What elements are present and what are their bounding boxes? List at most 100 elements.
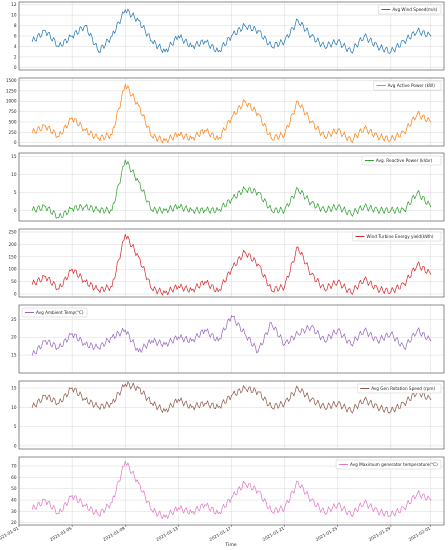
- plot-frame: [18, 1, 445, 71]
- data-point: [323, 406, 325, 408]
- data-point: [390, 514, 392, 516]
- data-point: [323, 340, 325, 342]
- data-point: [151, 509, 153, 511]
- data-point: [284, 402, 286, 404]
- data-point: [310, 399, 312, 401]
- x-tick-label: 2021-01-21: [262, 525, 286, 542]
- chart-panel-7: 20 30 40 50 60 70 Avg Maximum generator temper…: [11, 456, 445, 526]
- data-point: [98, 406, 100, 408]
- legend-label: Avg. Reactive Power (kVar): [376, 158, 433, 163]
- data-point: [164, 51, 166, 53]
- y-tick-label: 0: [14, 443, 17, 448]
- data-point: [390, 333, 392, 335]
- y-tick-label: 50: [11, 486, 17, 491]
- data-point: [231, 497, 232, 499]
- data-point: [270, 289, 272, 291]
- legend-box: [361, 155, 442, 166]
- data-point: [151, 40, 153, 42]
- data-point: [231, 35, 232, 37]
- data-point: [363, 278, 365, 280]
- data-point: [217, 406, 219, 408]
- data-point: [244, 25, 246, 27]
- data-point: [403, 131, 405, 133]
- data-point: [350, 140, 352, 142]
- data-point: [257, 391, 259, 393]
- legend-box: [373, 80, 442, 91]
- y-tick-label: 100: [9, 267, 17, 272]
- y-tick-label: 4: [14, 44, 17, 49]
- data-point: [403, 507, 405, 509]
- data-point: [416, 30, 418, 32]
- data-point: [111, 35, 113, 37]
- x-tick-label: 2021-01-01: [0, 525, 20, 542]
- data-point: [151, 288, 153, 290]
- data-point: [138, 104, 140, 106]
- y-tick-label: 150: [9, 254, 17, 259]
- data-point: [270, 45, 272, 47]
- data-point: [430, 340, 432, 342]
- y-tick-label: 1250: [6, 88, 17, 93]
- data-point: [350, 213, 352, 215]
- data-point: [84, 206, 86, 208]
- data-point: [390, 410, 392, 412]
- data-point: [124, 84, 126, 86]
- data-point: [416, 492, 418, 494]
- y-tick-label: 10: [11, 405, 17, 410]
- legend-label: Wind Turbine Energy yield(kWh): [367, 234, 434, 239]
- y-tick-label: 20: [11, 335, 17, 340]
- y-tick-label: 12: [11, 2, 17, 7]
- data-point: [98, 289, 100, 291]
- data-point: [377, 209, 379, 211]
- data-point: [124, 159, 126, 161]
- shared-x-axis: 2021-01-01 2021-01-05 2021-01-09 2021-01-13…: [0, 525, 432, 542]
- data-point: [45, 499, 47, 501]
- data-point: [98, 51, 100, 53]
- plot-frame: [18, 304, 445, 374]
- data-point: [164, 209, 166, 211]
- data-point: [297, 188, 299, 190]
- data-point: [138, 256, 140, 258]
- data-point: [217, 51, 219, 53]
- data-point: [191, 138, 193, 140]
- data-point: [430, 399, 432, 401]
- y-tick-label: 1500: [6, 78, 17, 83]
- data-point: [284, 343, 286, 345]
- y-tick-label: 1000: [6, 99, 17, 104]
- data-point: [377, 135, 379, 137]
- data-point: [430, 35, 432, 37]
- data-point: [297, 387, 299, 389]
- data-point: [204, 129, 206, 131]
- data-point: [84, 505, 86, 507]
- data-point: [124, 383, 126, 385]
- data-point: [58, 513, 60, 515]
- data-point: [297, 19, 299, 21]
- y-tick-label: 750: [9, 109, 17, 114]
- y-tick-label: 250: [9, 130, 17, 135]
- data-point: [310, 325, 312, 327]
- data-point: [284, 133, 286, 135]
- data-point: [111, 133, 113, 135]
- x-tick-label: 2021-01-13: [155, 525, 179, 542]
- data-point: [204, 40, 206, 42]
- y-tick-label: 15: [11, 353, 17, 358]
- data-point: [244, 387, 246, 389]
- data-point: [191, 45, 193, 47]
- data-point: [151, 402, 153, 404]
- data-point: [217, 209, 219, 211]
- y-tick-label: 0: [14, 292, 17, 297]
- data-point: [337, 40, 339, 42]
- data-point: [45, 125, 47, 127]
- data-point: [58, 216, 60, 218]
- y-tick-label: 0: [14, 208, 17, 213]
- data-point: [138, 181, 140, 183]
- data-point: [31, 209, 33, 211]
- data-point: [270, 510, 272, 512]
- y-tick-label: 10: [11, 172, 17, 177]
- data-point: [151, 135, 153, 137]
- data-point: [430, 121, 432, 123]
- data-point: [297, 481, 299, 483]
- data-point: [111, 286, 113, 288]
- data-point: [231, 395, 232, 397]
- data-point: [204, 281, 206, 283]
- data-point: [430, 273, 432, 275]
